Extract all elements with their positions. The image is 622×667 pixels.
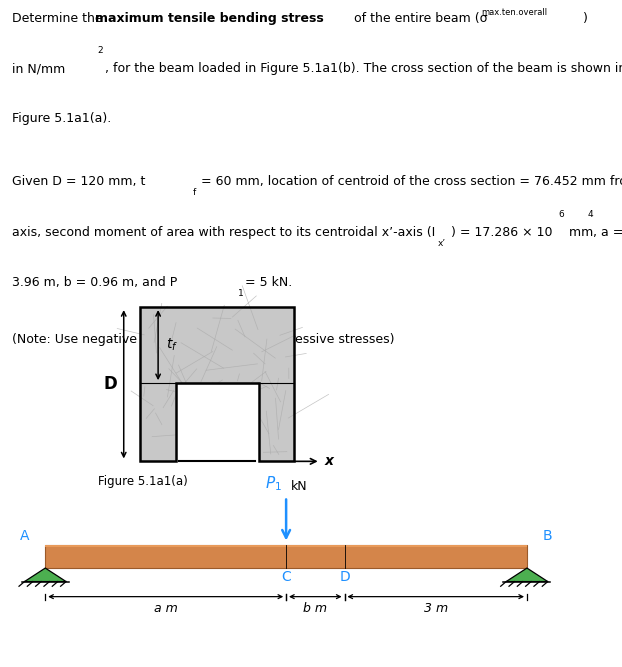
Text: max.ten.overall: max.ten.overall — [481, 7, 547, 17]
Text: b m: b m — [304, 602, 327, 616]
Text: D: D — [339, 570, 350, 584]
Polygon shape — [506, 568, 548, 582]
Text: , a =: , a = — [593, 225, 622, 239]
Text: , for the beam loaded in Figure 5.1a1(b). The cross section of the beam is shown: , for the beam loaded in Figure 5.1a1(b)… — [105, 62, 622, 75]
Text: 4: 4 — [587, 210, 593, 219]
Text: mm: mm — [565, 225, 593, 239]
Text: in N/mm: in N/mm — [12, 62, 66, 75]
Text: Given D = 120 mm, t: Given D = 120 mm, t — [12, 175, 146, 188]
Text: C: C — [281, 570, 291, 584]
Polygon shape — [45, 545, 527, 568]
Text: = 5 kN.: = 5 kN. — [245, 276, 292, 289]
Text: 2: 2 — [98, 47, 103, 55]
Text: f: f — [193, 188, 196, 197]
Polygon shape — [45, 545, 527, 547]
Text: Figure 5.1a1(a).: Figure 5.1a1(a). — [12, 112, 112, 125]
Text: kN: kN — [290, 480, 307, 494]
Text: 3 m: 3 m — [424, 602, 448, 616]
Text: $t_f$: $t_f$ — [167, 337, 179, 354]
Polygon shape — [141, 307, 294, 462]
Text: ): ) — [583, 12, 588, 25]
Text: 3.96 m, b = 0.96 m, and P: 3.96 m, b = 0.96 m, and P — [12, 276, 178, 289]
Text: B: B — [543, 528, 552, 542]
Text: a m: a m — [154, 602, 177, 616]
Text: 6: 6 — [559, 210, 565, 219]
Text: ) = 17.286 × 10: ) = 17.286 × 10 — [451, 225, 552, 239]
Text: x: x — [324, 454, 333, 468]
Text: of the entire beam (σ: of the entire beam (σ — [350, 12, 488, 25]
Text: $P_1$: $P_1$ — [265, 475, 282, 494]
Text: 1: 1 — [238, 289, 244, 297]
Polygon shape — [176, 383, 259, 462]
Text: D: D — [104, 376, 118, 394]
Text: Figure 5.1a1(a): Figure 5.1a1(a) — [98, 476, 187, 488]
Text: A: A — [20, 528, 29, 542]
Text: Determine the: Determine the — [12, 12, 107, 25]
Text: (Note: Use negative sign "-" to denote compressive stresses): (Note: Use negative sign "-" to denote c… — [12, 334, 395, 346]
Text: x’: x’ — [438, 239, 446, 247]
Text: = 60 mm, location of centroid of the cross section = 76.452 mm from x-: = 60 mm, location of centroid of the cro… — [201, 175, 622, 188]
Polygon shape — [24, 568, 66, 582]
Text: maximum tensile bending stress: maximum tensile bending stress — [95, 12, 323, 25]
Text: axis, second moment of area with respect to its centroidal x’-axis (I: axis, second moment of area with respect… — [12, 225, 435, 239]
